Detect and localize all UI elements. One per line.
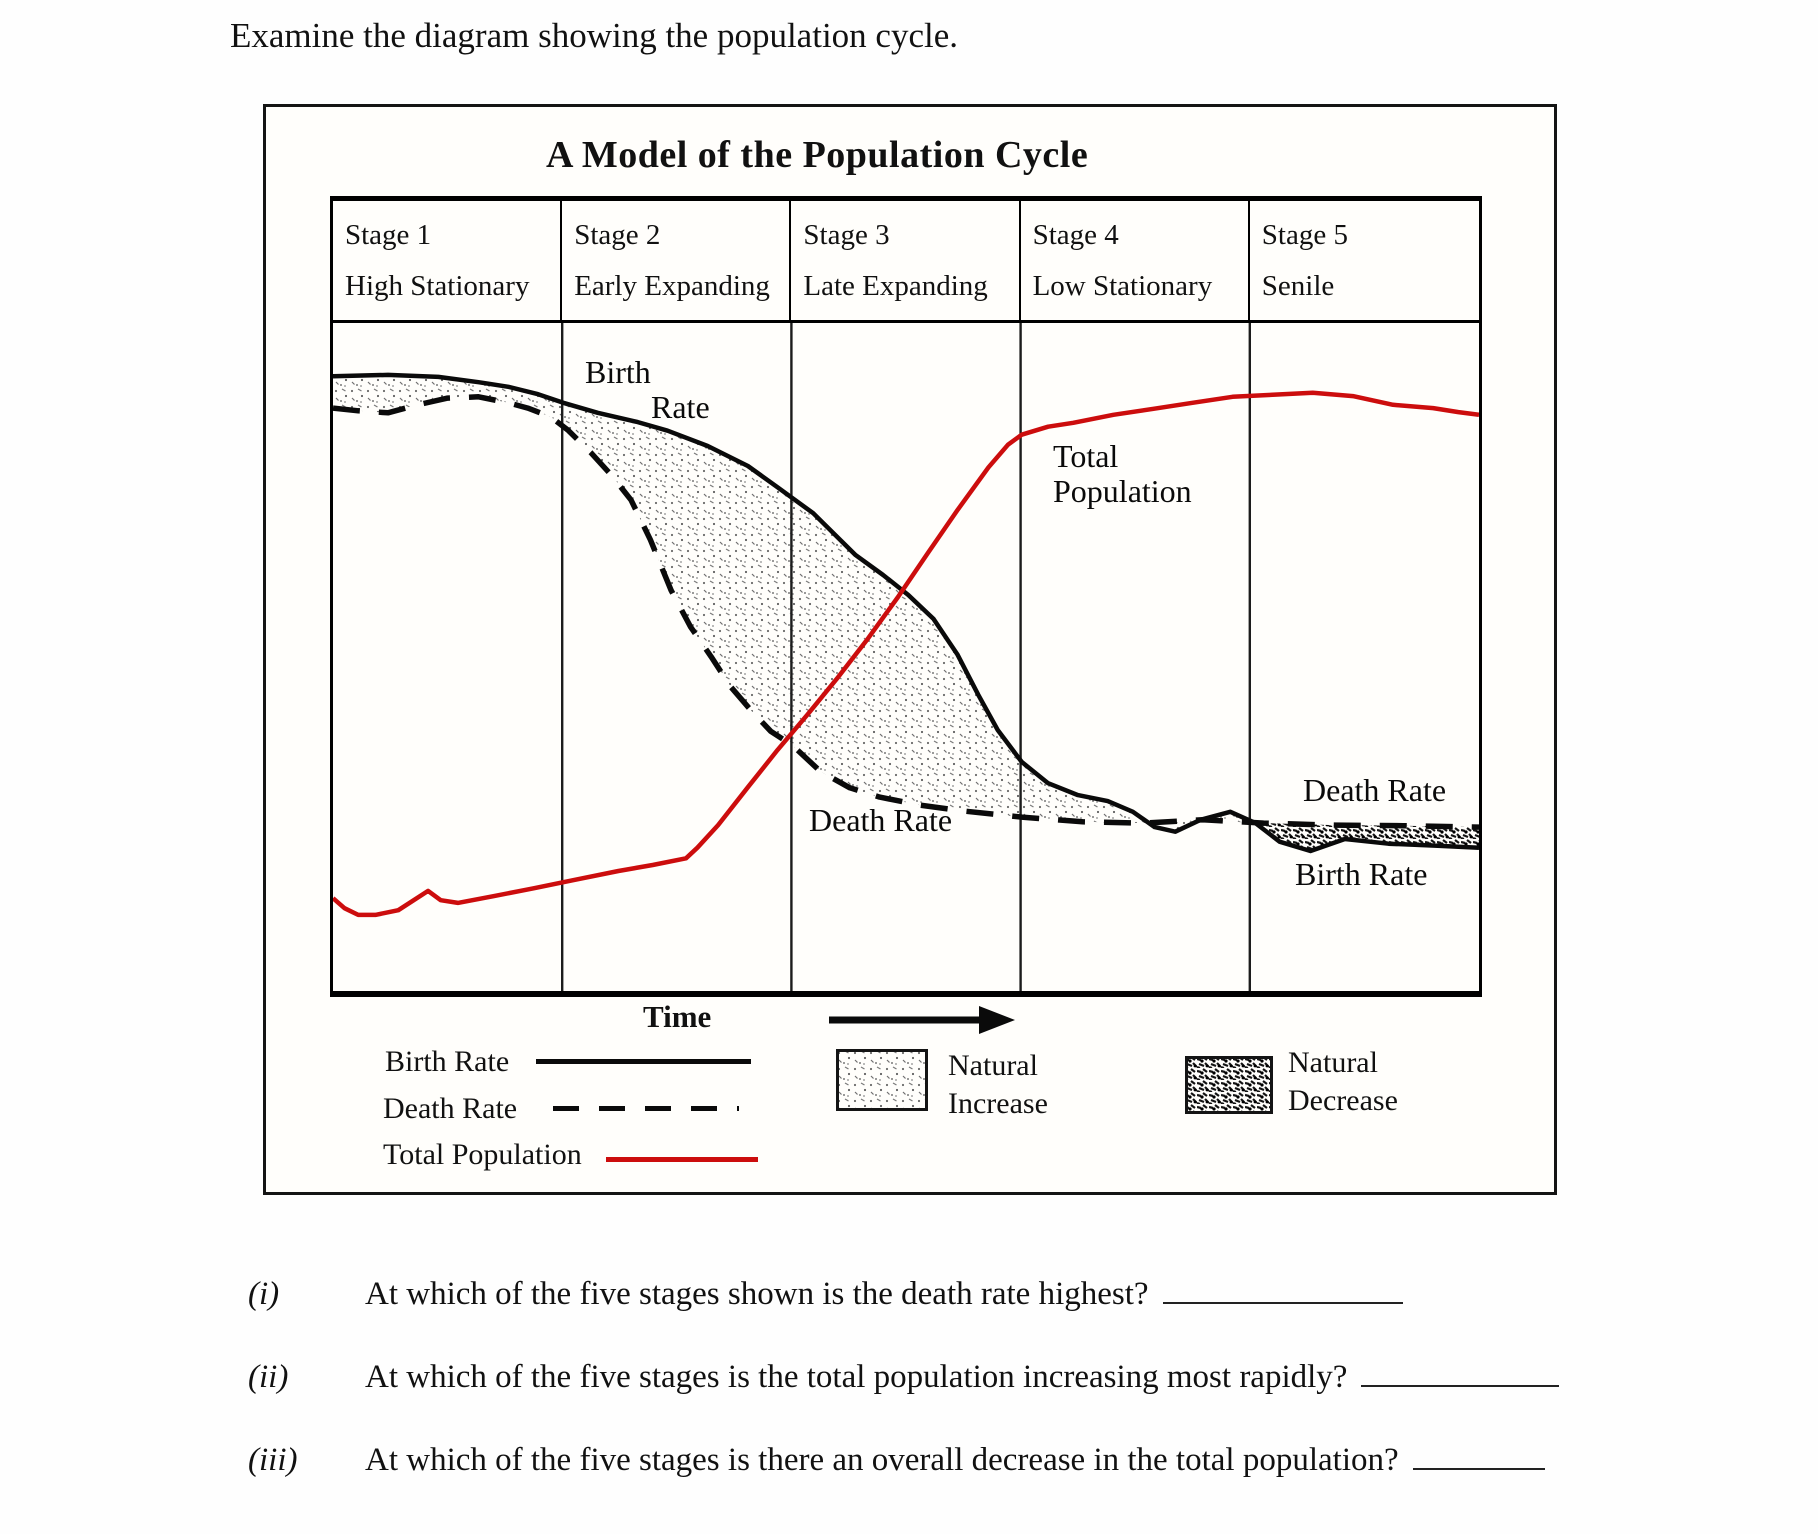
answer-blank-i (1162, 1278, 1403, 1304)
question-ii: (ii) At which of the five stages is the t… (248, 1359, 1560, 1396)
stage-5-name: Senile (1261, 270, 1335, 302)
stage-1-label: Stage 1 (345, 219, 432, 251)
stage-4-label: Stage 4 (1032, 219, 1119, 251)
answer-blank-iii (1412, 1444, 1545, 1470)
time-axis-label: Time (643, 999, 712, 1034)
legend-natural-increase-label: Natural Increase (948, 1049, 1048, 1120)
rate-curves (333, 372, 1479, 918)
death-rate-right-label: Death Rate (1303, 772, 1447, 808)
stage-header-row: Stage 1 High Stationary Stage 2 Early Ex… (333, 201, 1479, 323)
answer-blank-ii (1361, 1361, 1560, 1387)
question-i: (i) At which of the five stages shown is … (248, 1276, 1403, 1313)
stage-table: Stage 1 High Stationary Stage 2 Early Ex… (330, 196, 1482, 997)
birth-rate-right-label: Birth Rate (1295, 856, 1428, 892)
legend-natural-increase-swatch (836, 1049, 928, 1111)
question-i-text: At which of the five stages shown is the… (365, 1276, 1149, 1312)
stage-1-name: High Stationary (345, 270, 530, 302)
legend-natural-decrease-swatch (1185, 1056, 1273, 1114)
question-ii-text: At which of the five stages is the total… (365, 1359, 1348, 1395)
legend-birth-rate-label: Birth Rate (385, 1045, 510, 1078)
legend-total-population-label: Total Population (383, 1138, 582, 1171)
stage-3-name: Late Expanding (803, 270, 988, 302)
chart-area: Birth Rate Death Rate Total Population D… (333, 323, 1479, 991)
question-iii-text: At which of the five stages is there an … (365, 1442, 1399, 1478)
question-iii: (iii) At which of the five stages is ther… (248, 1442, 1545, 1479)
legend-natural-decrease-label: Natural Decrease (1288, 1046, 1398, 1117)
legend-birth-rate-line-swatch (536, 1059, 751, 1064)
death-rate-curve-label: Death Rate (809, 802, 953, 838)
total-population-curve-label: Total Population (1053, 438, 1192, 509)
stage-5-label: Stage 5 (1261, 219, 1348, 251)
figure-title: A Model of the Population Cycle (546, 134, 1089, 176)
stage-2-cell: Stage 2 Early Expanding (562, 201, 792, 320)
legend-death-rate-label: Death Rate (383, 1092, 518, 1125)
stage-3-cell: Stage 3 Late Expanding (791, 201, 1021, 320)
stage-1-cell: Stage 1 High Stationary (333, 201, 563, 320)
time-arrow-icon (829, 1006, 1015, 1034)
legend-total-population-line-swatch (606, 1157, 758, 1162)
stage-4-name: Low Stationary (1032, 270, 1213, 302)
question-i-numeral: (i) (248, 1276, 280, 1312)
question-ii-numeral: (ii) (248, 1359, 289, 1395)
stage-5-cell: Stage 5 Senile (1250, 201, 1479, 320)
question-iii-numeral: (iii) (248, 1442, 298, 1478)
stage-3-label: Stage 3 (803, 219, 890, 251)
legend-death-rate-dash-swatch (553, 1106, 739, 1111)
stage-4-cell: Stage 4 Low Stationary (1021, 201, 1250, 320)
stage-2-name: Early Expanding (574, 270, 770, 302)
population-cycle-chart (333, 323, 1479, 991)
instruction-text: Examine the diagram showing the populati… (230, 16, 958, 55)
birth-rate-curve-label: Birth Rate (585, 354, 710, 425)
stage-2-label: Stage 2 (574, 219, 661, 251)
population-cycle-figure: A Model of the Population Cycle Stage 1 … (263, 104, 1557, 1195)
